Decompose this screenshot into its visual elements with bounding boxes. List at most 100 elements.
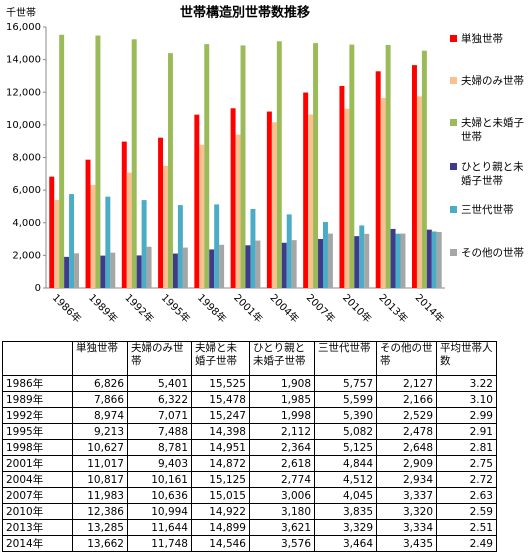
bar: [136, 255, 142, 288]
bar: [54, 199, 60, 288]
bar: [100, 255, 106, 288]
bar: [375, 71, 381, 288]
cell: 4,512: [314, 471, 377, 488]
table-row: 2001年 11,017 9,403 14,872 2,618 4,844 2,909 2.7…: [2, 455, 497, 472]
x-tick-label: 2004年: [268, 291, 302, 325]
column-header: 夫婦のみ世帯: [127, 341, 192, 376]
bar: [339, 85, 345, 289]
bar: [421, 50, 427, 288]
data-table: 単独世帯 夫婦のみ世帯 夫婦と未婚子世帯 ひとり親と未婚子世帯 三世代世帯 その他の世帯平…: [2, 341, 497, 552]
bar: [49, 176, 55, 288]
cell: 2,478: [376, 423, 437, 440]
y-tick-label: 6,000: [12, 185, 41, 196]
bar: [395, 233, 401, 288]
cell: 9,213: [72, 423, 128, 440]
cell: 2,166: [376, 391, 437, 408]
bar: [121, 141, 127, 288]
legend-item: 三世代世帯: [450, 203, 524, 217]
cell: 10,994: [127, 503, 192, 520]
column-header: 単独世帯: [72, 341, 128, 376]
row-header: 1986年: [2, 375, 73, 392]
legend-label: 夫婦と未婚子世帯: [461, 117, 524, 143]
cell: 2,618: [249, 455, 315, 472]
bar: [64, 256, 70, 288]
y-axis-unit: 千世帯: [6, 6, 36, 19]
table-row: 2004年 10,817 10,161 15,125 2,774 4,512 2,934 2.…: [2, 471, 497, 488]
legend-swatch: [450, 77, 457, 84]
row-header: 2010年: [2, 503, 73, 520]
cell: 11,748: [127, 535, 192, 552]
cell: 5,757: [314, 375, 377, 392]
table-row: 2014年 13,662 11,748 14,546 3,576 3,464 3,435 2.…: [2, 535, 497, 552]
cell: 4,045: [314, 487, 377, 504]
legend-label: 単独世帯: [461, 33, 503, 45]
cell: 10,161: [127, 471, 192, 488]
row-header: 1989年: [2, 391, 73, 408]
cell: 14,922: [191, 503, 250, 520]
cell: 3,329: [314, 519, 377, 536]
x-tick-label: 1992年: [122, 291, 156, 325]
bar: [240, 45, 246, 289]
cell: 2.63: [436, 487, 497, 504]
bar: [250, 208, 256, 288]
table-row: 1992年 8,974 7,071 15,247 1,998 5,390 2,529 2.99: [2, 407, 497, 424]
bar: [131, 39, 137, 289]
cell: 9,403: [127, 455, 192, 472]
bar: [364, 233, 370, 288]
y-tick-label: 14,000: [6, 55, 41, 66]
cell: 3.22: [436, 375, 497, 392]
bar: [209, 249, 215, 288]
cell: 3,006: [249, 487, 315, 504]
bar: [230, 108, 236, 288]
cell: 3,337: [376, 487, 437, 504]
bar: [199, 144, 205, 288]
y-tick-label: 4,000: [12, 218, 41, 229]
cell: 10,636: [127, 487, 192, 504]
cell: 2.81: [436, 439, 497, 456]
table-row: 2007年 11,983 10,636 15,015 3,006 4,045 3,337 2.…: [2, 487, 497, 504]
bar: [271, 122, 277, 288]
bar: [146, 246, 152, 288]
bar: [303, 92, 309, 288]
table-row: 2013年 13,285 11,644 14,899 3,621 3,329 3,334 2.…: [2, 519, 497, 536]
table-row: 2010年 12,386 10,994 14,922 3,180 3,835 3,320 2.…: [2, 503, 497, 520]
cell: 5,401: [127, 375, 192, 392]
y-tick-label: 10,000: [6, 120, 41, 131]
legend-item: ひとり親と未婚子世帯: [450, 160, 524, 188]
cell: 6,322: [127, 391, 192, 408]
cell: 2,529: [376, 407, 437, 424]
cell: 2.49: [436, 535, 497, 552]
cell: 15,015: [191, 487, 250, 504]
table-row: 1989年 7,866 6,322 15,478 1,985 5,599 2,166 3.10: [2, 391, 497, 408]
y-tick-label: 2,000: [12, 250, 41, 261]
bar: [385, 44, 391, 288]
cell: 15,525: [191, 375, 250, 392]
bar: [172, 253, 178, 288]
bar: [318, 238, 324, 288]
column-header: その他の世帯: [376, 341, 437, 376]
table-row: 1998年 10,627 8,781 14,951 2,364 5,125 2,648 2.8…: [2, 439, 497, 456]
cell: 12,386: [72, 503, 128, 520]
cell: 3,334: [376, 519, 437, 536]
legend-swatch: [450, 206, 457, 213]
cell: 2.59: [436, 503, 497, 520]
cell: 7,866: [72, 391, 128, 408]
x-tick-label: 2013年: [376, 291, 410, 325]
row-header: 2013年: [2, 519, 73, 536]
bar: [266, 111, 272, 288]
bar: [411, 65, 417, 288]
x-tick-label: 2010年: [340, 291, 374, 325]
bar: [354, 236, 360, 288]
cell: 3.10: [436, 391, 497, 408]
column-header: 平均世帯人数: [436, 341, 497, 376]
cell: 14,951: [191, 439, 250, 456]
column-header: 夫婦と未婚子世帯: [191, 341, 250, 376]
cell: 13,662: [72, 535, 128, 552]
cell: 14,872: [191, 455, 250, 472]
row-header: 2007年: [2, 487, 73, 504]
bar: [291, 240, 297, 288]
cell: 2.72: [436, 471, 497, 488]
bar: [349, 44, 355, 289]
cell: 2,364: [249, 439, 315, 456]
bar: [327, 233, 333, 288]
